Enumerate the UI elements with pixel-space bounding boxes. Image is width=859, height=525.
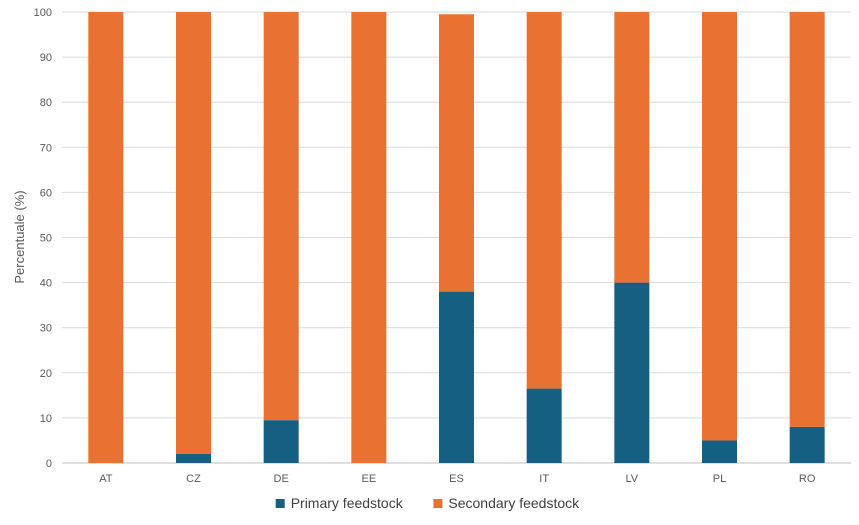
y-tick-label: 40 [40, 278, 52, 290]
x-tick-label: LV [626, 473, 639, 485]
x-tick-label: PL [713, 473, 726, 485]
x-tick-label: CZ [186, 473, 201, 485]
y-tick-label: 10 [40, 413, 52, 425]
bar-segment-secondary-ee [351, 12, 387, 463]
y-tick-label: 80 [40, 97, 52, 109]
bar-segment-secondary-cz [176, 12, 211, 454]
bar-segment-secondary-ro [789, 12, 825, 427]
bar-segment-secondary-pl [702, 12, 737, 441]
x-tick-label: ES [449, 473, 464, 485]
legend-label: Primary feedstock [291, 495, 404, 511]
y-tick-label: 60 [40, 187, 52, 199]
bar-segment-secondary-it [526, 12, 562, 389]
legend-swatch [275, 499, 285, 508]
y-axis-title: Percentuale (%) [12, 190, 27, 283]
y-tick-label: 30 [40, 323, 52, 335]
y-tick-label: 20 [40, 368, 52, 380]
x-tick-label: EE [361, 473, 376, 485]
x-tick-label: DE [274, 473, 289, 485]
y-tick-label: 70 [40, 142, 52, 154]
y-tick-label: 50 [40, 233, 52, 245]
y-axis-ticks: 0 10 20 30 40 50 60 70 80 90 100 [34, 7, 52, 470]
bar-segment-secondary-lv [614, 12, 650, 283]
bar-segment-primary-pl [702, 440, 737, 463]
bar-segment-primary-ro [789, 426, 825, 463]
x-axis-ticks: AT CZ DE EE ES IT LV PL RO [99, 473, 816, 485]
legend-swatch [433, 499, 443, 508]
y-tick-label: 90 [40, 52, 52, 64]
y-tick-label: 100 [34, 7, 52, 19]
bar-segment-primary-es [439, 291, 474, 463]
x-tick-label: IT [539, 473, 549, 485]
y-tick-label: 0 [46, 458, 52, 470]
legend-label: Secondary feedstock [448, 495, 580, 511]
legend: Primary feedstock Secondary feedstock [275, 495, 580, 511]
x-tick-label: RO [799, 473, 816, 485]
bar-segment-secondary-es [439, 14, 474, 292]
bar-segment-primary-it [526, 388, 562, 463]
bar-segment-secondary-at [88, 12, 124, 463]
bar-segment-primary-cz [176, 453, 211, 463]
bar-segment-primary-lv [614, 282, 650, 463]
bar-segment-secondary-de [263, 12, 299, 421]
bar-segment-primary-de [263, 420, 299, 463]
bars [88, 12, 825, 463]
x-tick-label: AT [99, 473, 113, 485]
